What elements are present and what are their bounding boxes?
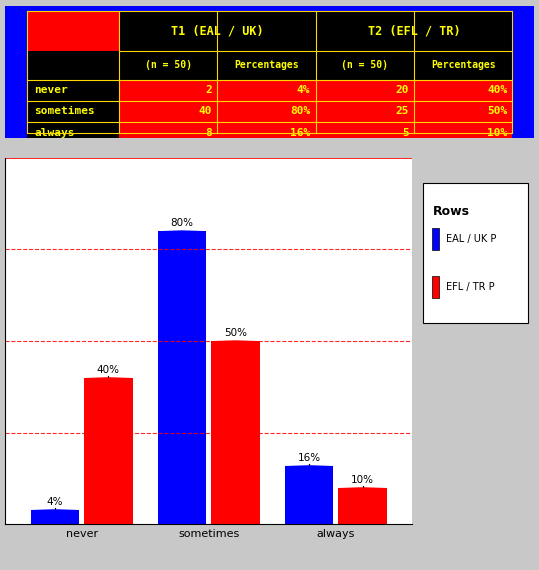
Text: always: always xyxy=(34,128,75,137)
Text: EAL / UK P: EAL / UK P xyxy=(446,234,497,245)
Bar xyxy=(217,101,316,122)
Bar xyxy=(26,51,119,80)
Bar xyxy=(432,276,439,298)
Text: (n = 50): (n = 50) xyxy=(144,60,192,70)
Bar xyxy=(432,229,439,250)
Bar xyxy=(414,80,513,101)
Bar xyxy=(414,101,513,122)
Text: 80%: 80% xyxy=(170,218,194,228)
Bar xyxy=(316,80,414,101)
Text: T2 (EFL / TR): T2 (EFL / TR) xyxy=(368,25,460,37)
Text: EFL / TR P: EFL / TR P xyxy=(446,282,495,292)
Text: 5: 5 xyxy=(402,128,409,137)
Text: never: never xyxy=(34,86,68,95)
Text: 10%: 10% xyxy=(351,475,374,484)
Bar xyxy=(316,11,513,51)
Bar xyxy=(217,122,316,143)
Text: Rows: Rows xyxy=(432,205,469,218)
Text: T1 (EAL / UK): T1 (EAL / UK) xyxy=(171,25,264,37)
Text: 40%: 40% xyxy=(97,365,120,374)
Bar xyxy=(119,11,316,51)
Bar xyxy=(119,122,217,143)
Polygon shape xyxy=(84,377,133,378)
Bar xyxy=(217,80,316,101)
Bar xyxy=(423,184,528,323)
Bar xyxy=(414,122,513,143)
Bar xyxy=(26,11,119,51)
Text: 20: 20 xyxy=(395,86,409,95)
Text: 50%: 50% xyxy=(224,328,247,338)
Polygon shape xyxy=(31,509,79,510)
Text: 40%: 40% xyxy=(487,86,507,95)
Text: sometimes: sometimes xyxy=(34,107,95,116)
Bar xyxy=(26,101,119,122)
Text: 40: 40 xyxy=(198,107,212,116)
Text: 16%: 16% xyxy=(290,128,310,137)
Polygon shape xyxy=(338,487,387,488)
Text: 10%: 10% xyxy=(487,128,507,137)
Bar xyxy=(316,101,414,122)
Text: Percentages: Percentages xyxy=(234,60,299,70)
Text: Percentages: Percentages xyxy=(431,60,495,70)
Bar xyxy=(119,101,217,122)
Text: 2: 2 xyxy=(205,86,212,95)
Bar xyxy=(414,51,513,80)
Bar xyxy=(285,466,333,524)
Bar xyxy=(211,341,260,524)
Text: 8: 8 xyxy=(205,128,212,137)
Text: 4%: 4% xyxy=(47,496,63,507)
Text: 50%: 50% xyxy=(487,107,507,116)
Bar xyxy=(119,51,217,80)
Polygon shape xyxy=(211,340,260,341)
Polygon shape xyxy=(285,465,333,466)
Bar xyxy=(84,378,133,524)
Text: 25: 25 xyxy=(395,107,409,116)
Bar xyxy=(217,51,316,80)
Text: 4%: 4% xyxy=(297,86,310,95)
Bar xyxy=(338,488,387,524)
Bar xyxy=(26,122,119,143)
Bar xyxy=(158,231,206,524)
Text: (n = 50): (n = 50) xyxy=(341,60,389,70)
Bar xyxy=(119,80,217,101)
Text: 16%: 16% xyxy=(298,453,321,463)
Bar xyxy=(31,510,79,524)
Bar xyxy=(26,80,119,101)
Bar xyxy=(316,51,414,80)
Text: 80%: 80% xyxy=(290,107,310,116)
Bar xyxy=(316,122,414,143)
Polygon shape xyxy=(158,230,206,231)
